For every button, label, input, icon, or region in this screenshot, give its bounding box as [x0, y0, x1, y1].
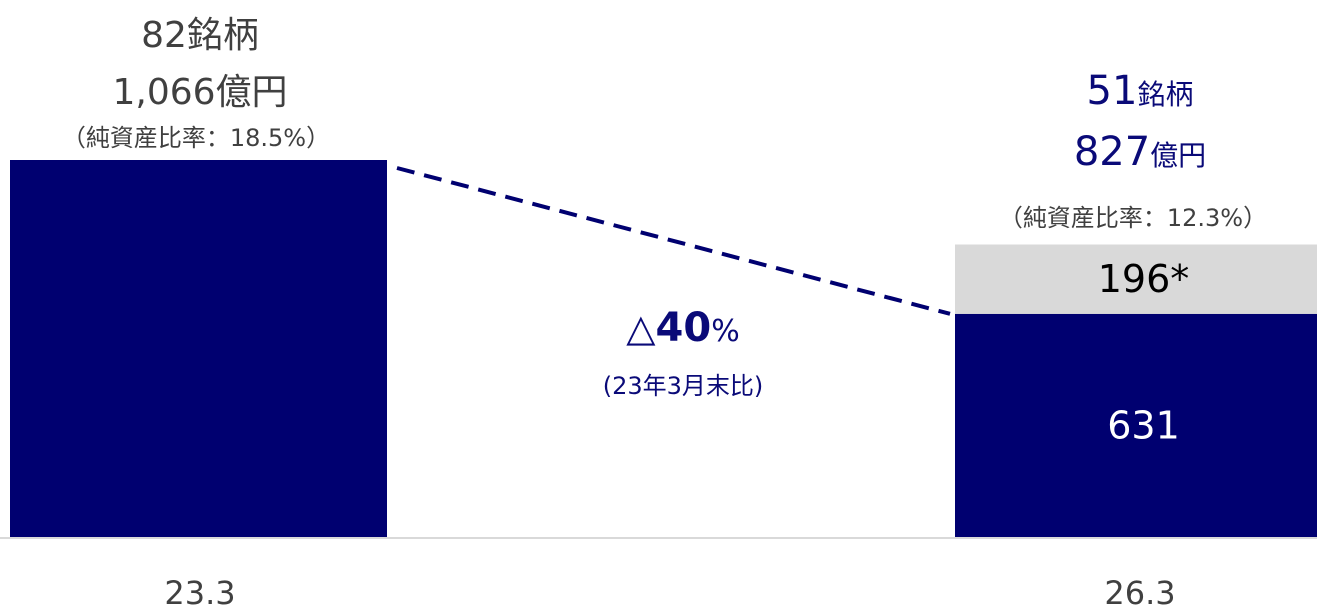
- bar2-amount-unit: 億円: [1150, 139, 1207, 172]
- bar-2-segment-1: [955, 313, 1317, 537]
- bar2-amount-label: 827億円: [1074, 129, 1206, 175]
- reduction-annotation: △40%: [626, 305, 739, 351]
- bar-2-segment-2-label: 196*: [1098, 257, 1190, 301]
- x-tick-label-1: 23.3: [164, 574, 235, 612]
- reduction-symbol: △: [626, 306, 656, 350]
- bar-2-segment-2: [955, 244, 1317, 314]
- reduction-note: (23年3月末比): [602, 372, 764, 400]
- bar2-count-number: 51: [1086, 68, 1138, 114]
- bar2-count-unit: 銘柄: [1137, 78, 1194, 111]
- x-tick-label-2: 26.3: [1104, 574, 1175, 612]
- bar-1-segment-1: [10, 160, 387, 537]
- dashed-connector-line: [396, 166, 951, 316]
- bar1-ratio-label: （純資産比率：18.5%）: [61, 124, 331, 152]
- bar-2-segment-1-label: 631: [1107, 403, 1180, 447]
- bar2-amount-number: 827: [1073, 129, 1151, 175]
- bar1-count-label: 82銘柄: [141, 15, 259, 56]
- bar2-count-label: 51銘柄: [1087, 68, 1194, 114]
- reduction-value: 40: [655, 305, 712, 351]
- reduction-unit: %: [711, 314, 740, 349]
- bar1-amount-label: 1,066億円: [112, 72, 288, 113]
- bar2-ratio-label: （純資産比率：12.3%）: [998, 204, 1268, 232]
